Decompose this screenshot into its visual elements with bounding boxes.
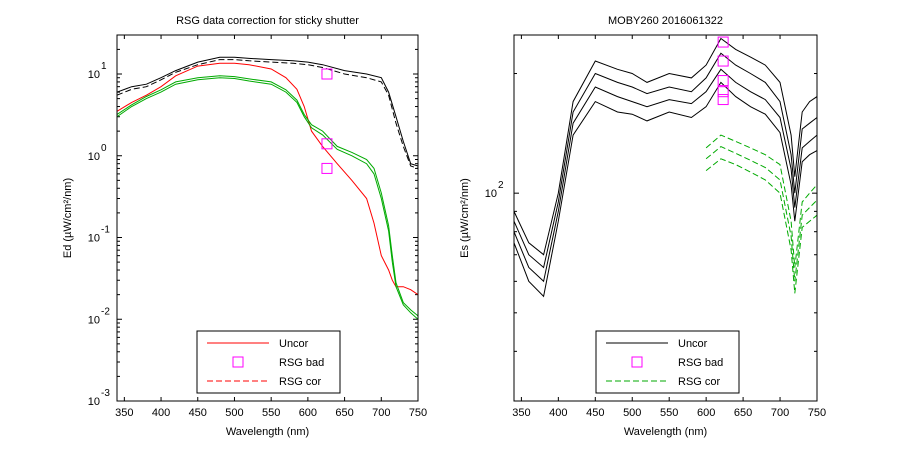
legend-label: Uncor xyxy=(279,338,309,350)
x-tick-label: 750 xyxy=(409,407,427,419)
x-axis-label: Wavelength (nm) xyxy=(226,426,309,438)
x-tick-label: 350 xyxy=(115,407,133,419)
series-line-6 xyxy=(705,146,817,282)
rsg-bad-marker xyxy=(321,162,333,174)
chart-title: RSG data correction for sticky shutter xyxy=(176,15,359,27)
legend-label: Uncor xyxy=(678,338,708,350)
x-tick-label: 650 xyxy=(734,407,752,419)
x-tick-label: 400 xyxy=(152,407,170,419)
legend-label: RSG cor xyxy=(678,376,721,388)
y-tick-label: 10 xyxy=(88,396,100,408)
x-tick-label: 700 xyxy=(771,407,789,419)
x-tick-label: 350 xyxy=(512,407,530,419)
rsg-bad-marker xyxy=(717,55,729,67)
series-line-2 xyxy=(514,52,817,269)
y-tick-label: 10 xyxy=(88,69,100,81)
x-tick-label: 450 xyxy=(189,407,207,419)
y-axis-label: Es (µW/cm²/nm) xyxy=(459,178,471,258)
series-line-4 xyxy=(117,77,418,320)
legend-label: RSG bad xyxy=(678,357,723,369)
rsg-bad-marker xyxy=(321,68,333,80)
x-tick-label: 700 xyxy=(372,407,390,419)
rsg-bad-marker xyxy=(717,94,729,106)
legend-label: RSG bad xyxy=(279,357,324,369)
chart-panel-2: MOBY260 2016061322 350 400 450 500 550 600 650 7… xyxy=(459,15,826,438)
series-line-1 xyxy=(514,37,817,256)
y-tick-exponent: 2 xyxy=(498,180,504,191)
y-tick-exponent: -3 xyxy=(101,388,110,399)
x-tick-label: 500 xyxy=(623,407,641,419)
y-tick-exponent: -1 xyxy=(101,225,110,236)
x-tick-label: 550 xyxy=(262,407,280,419)
x-tick-label: 600 xyxy=(697,407,715,419)
x-tick-label: 750 xyxy=(808,407,826,419)
series-line-1 xyxy=(117,56,418,167)
y-tick-exponent: 1 xyxy=(101,61,107,72)
series-line-2 xyxy=(117,59,418,169)
series-line-4 xyxy=(514,81,817,298)
legend: Uncor RSG bad RSG cor xyxy=(196,330,341,394)
rsg-bad-marker xyxy=(717,75,729,87)
series-line-3 xyxy=(514,68,817,283)
rsg-bad-marker xyxy=(321,138,333,150)
legend-label: RSG cor xyxy=(279,376,322,388)
y-axis-label: Ed (µW/cm²/nm) xyxy=(62,178,74,258)
chart-title: MOBY260 2016061322 xyxy=(608,15,723,27)
x-tick-label: 600 xyxy=(299,407,317,419)
legend-swatch-marker xyxy=(232,356,244,368)
x-axis-label: Wavelength (nm) xyxy=(624,426,707,438)
plot-frame xyxy=(116,34,419,402)
y-tick-label: 10 xyxy=(88,233,100,245)
rsg-bad-marker xyxy=(717,36,729,48)
y-tick-exponent: 0 xyxy=(101,143,107,154)
y-tick-label: 10 xyxy=(88,314,100,326)
x-tick-label: 550 xyxy=(660,407,678,419)
x-tick-label: 500 xyxy=(225,407,243,419)
series-line-7 xyxy=(705,158,817,294)
x-tick-label: 400 xyxy=(549,407,567,419)
y-tick-label: 10 xyxy=(88,151,100,163)
legend-swatch-marker xyxy=(631,356,643,368)
y-tick-label: 10 xyxy=(485,188,497,200)
series-group xyxy=(514,37,817,298)
legend: Uncor RSG bad RSG cor xyxy=(595,330,740,394)
legend-box xyxy=(595,330,740,394)
legend-box xyxy=(196,330,341,394)
y-tick-exponent: -2 xyxy=(101,306,110,317)
series-line-5 xyxy=(117,75,418,317)
rsg-bad-marker xyxy=(717,86,729,98)
plot-frame xyxy=(513,34,818,402)
chart-panel-1: RSG data correction for sticky shutter 35… xyxy=(62,15,427,438)
series-group xyxy=(117,56,418,320)
series-line-5 xyxy=(705,134,817,268)
series-line-3 xyxy=(117,62,418,296)
x-tick-label: 450 xyxy=(586,407,604,419)
x-tick-label: 650 xyxy=(335,407,353,419)
